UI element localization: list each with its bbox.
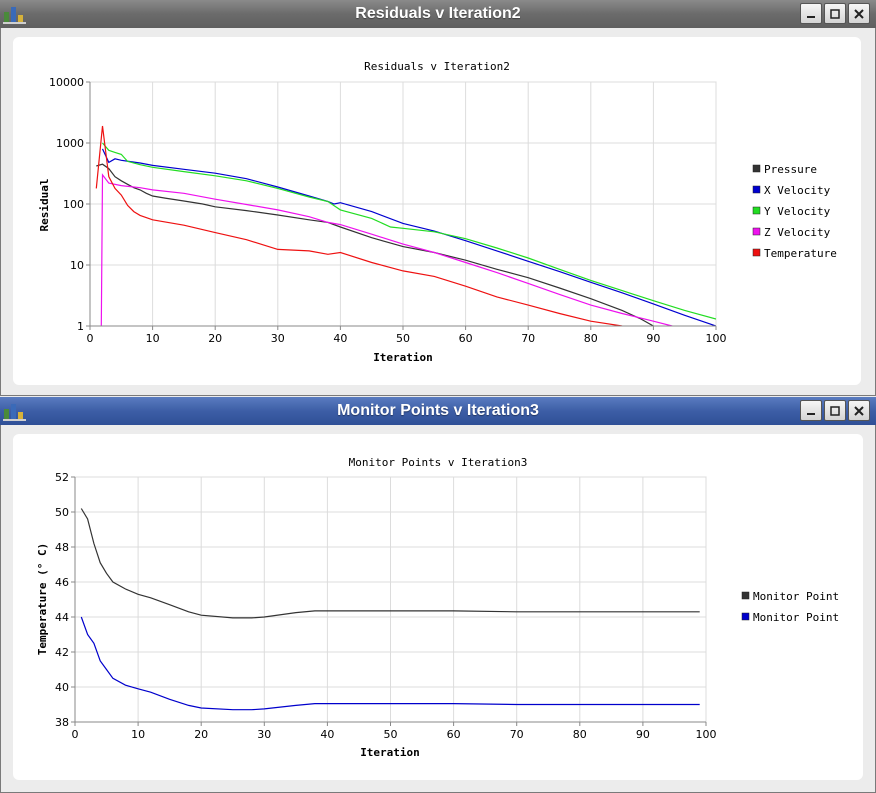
y-tick-label: 48 [55,541,69,554]
y-tick-label: 46 [55,576,69,589]
y-tick-label: 100 [63,198,84,211]
chart-panel: Monitor Points v Iteration3 0 10 20 30 40 50 6… [13,434,863,780]
window-titlebar[interactable]: Monitor Points v Iteration3 [0,397,876,425]
legend-swatch [752,206,761,215]
x-tick-label: 10 [146,332,160,345]
y-tick-label: 42 [55,646,69,659]
series-line-pressure-0 [96,163,654,326]
maximize-icon [830,8,840,19]
x-tick-label: 10 [131,728,145,741]
x-tick-label: 90 [646,332,660,345]
legend-swatch [752,185,761,194]
app-icon [3,404,26,421]
monitor-points-chart: Monitor Points v Iteration3 0 10 20 30 40 50 6… [36,456,839,759]
x-tick-label: 80 [584,332,598,345]
minimize-button[interactable] [800,400,822,421]
y-tick-label: 38 [55,716,69,729]
x-tick-label: 50 [384,728,398,741]
x-tick-label: 60 [459,332,473,345]
x-tick-label: 50 [396,332,410,345]
minimize-icon [807,15,815,18]
maximize-button[interactable] [824,400,846,421]
y-tick-label: 10 [70,259,84,272]
minimize-button[interactable] [800,3,822,24]
x-tick-label: 90 [636,728,650,741]
close-button[interactable] [848,400,870,421]
y-tick-label: 50 [55,506,69,519]
x-tick-label: 80 [573,728,587,741]
minimize-icon [807,412,815,415]
x-tick-label: 0 [72,728,79,741]
x-tick-label: 40 [333,332,347,345]
x-tick-label: 30 [271,332,285,345]
y-tick-label: 1 [77,320,84,333]
chart-legend: Monitor Point Monitor Point [741,590,839,624]
close-button[interactable] [848,3,870,24]
legend-swatch [752,248,761,257]
x-tick-label: 100 [696,728,717,741]
series-line-temperature-4 [95,125,623,326]
y-tick-label: 1000 [56,137,84,150]
x-tick-label: 60 [447,728,461,741]
chart-panel: Residuals v Iteration2 0 10 20 30 40 50 60 70 80… [13,37,861,385]
residuals-chart: Residuals v Iteration2 0 10 20 30 40 50 60 70 80… [38,60,837,364]
x-tick-label: 40 [320,728,334,741]
series-line-x-velocity-1 [101,148,716,326]
legend-swatch [752,164,761,173]
legend-swatch [741,591,750,600]
x-tick-label: 20 [194,728,208,741]
chart-legend: Pressure X Velocity Y Velocity Z Velocity Te… [752,163,837,260]
close-icon [854,405,864,416]
y-axis-label: Temperature (° C) [36,543,49,656]
legend-label: Pressure [764,163,817,176]
x-tick-label: 0 [87,332,94,345]
legend-label: X Velocity [764,184,831,197]
residuals-window: Residuals v Iteration2 Residuals v Itera… [0,0,876,396]
x-tick-label: 70 [510,728,524,741]
window-title: Monitor Points v Iteration3 [337,402,539,419]
app-icon [3,7,26,24]
window-titlebar[interactable]: Residuals v Iteration2 [0,0,876,28]
x-axis-label: Iteration [373,351,433,364]
series-line-z-velocity-3 [100,173,673,326]
x-tick-label: 20 [208,332,222,345]
x-tick-label: 100 [706,332,727,345]
y-tick-label: 10000 [49,76,84,89]
series-line-y-velocity-2 [102,142,716,320]
y-tick-label: 52 [55,471,69,484]
series-line-monitor-point-1 [80,616,700,711]
chart-title: Monitor Points v Iteration3 [349,456,528,469]
close-icon [854,8,864,19]
y-axis-label: Residual [38,179,51,232]
window-title: Residuals v Iteration2 [355,5,521,22]
legend-label: Z Velocity [764,226,831,239]
legend-label: Monitor Point [753,611,839,624]
legend-swatch [741,612,750,621]
monitor-points-window: Monitor Points v Iteration3 Monitor Poin… [0,397,876,793]
maximize-button[interactable] [824,3,846,24]
y-tick-label: 44 [55,611,69,624]
chart-title: Residuals v Iteration2 [364,60,510,73]
legend-swatch [752,227,761,236]
x-axis-label: Iteration [360,746,420,759]
x-tick-label: 70 [521,332,535,345]
legend-label: Monitor Point [753,590,839,603]
legend-label: Y Velocity [764,205,831,218]
series-line-monitor-point-0 [80,508,700,619]
x-tick-label: 30 [257,728,271,741]
y-tick-label: 40 [55,681,69,694]
legend-label: Temperature [764,247,837,260]
maximize-icon [830,405,840,416]
